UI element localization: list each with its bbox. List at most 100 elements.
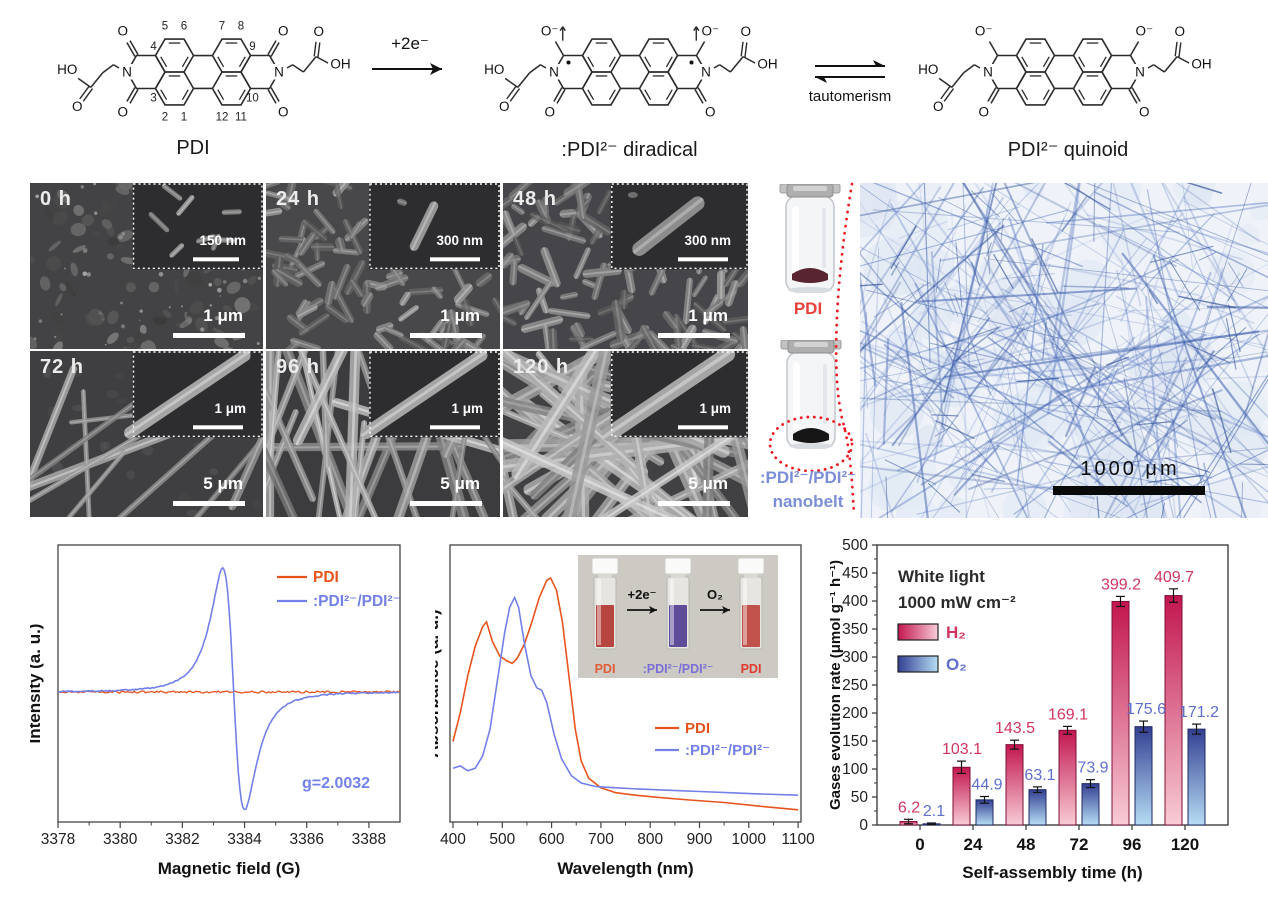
x-tick-label: 3384 [227,831,262,848]
ring-position-number: 12 [216,111,229,123]
inset-arrow-label-1: O₂ [707,587,723,602]
main-scale-bar [173,501,245,506]
sem-inset-scale-label: 1 μm [451,401,483,416]
ring-position-number: 3 [150,92,156,104]
x-tick-label: 3380 [103,831,138,848]
y-tick-label: 450 [842,565,868,582]
structure-caption-pdi: PDI [176,137,210,159]
x-axis-label: Self-assembly time (h) [962,863,1142,882]
ring-position-number: 11 [235,111,247,123]
equilibrium-arrows-icon [815,60,885,83]
x-tick-label: 700 [588,831,614,848]
optical-microscopy-image [860,183,1268,518]
inset-scale-bar [678,425,728,430]
atom-label-oxygen: O⁻ [701,24,719,39]
sem-time-label: 96 h [276,356,321,378]
atom-label-oxygen: O⁻ [975,24,993,39]
value-label-H₂-0: 6.2 [898,799,920,816]
atom-label-oxygen: O⁻ [541,24,559,39]
sem-main-scale-label: 1 μm [203,306,243,325]
y-tick-label: 150 [842,733,868,750]
main-scale-bar [410,501,482,506]
sem-panel-24h: 24 h 300 nm 1 μm [266,183,500,349]
atom-label-oxygen: O [1139,104,1150,119]
sem-main-scale-label: 1 μm [440,306,480,325]
bar-O₂-120 [1187,728,1206,826]
vial-photo-nanobelt [768,340,854,473]
atom-label-hydroxyl: OH [1191,56,1211,71]
uvvis-absorbance-chart: 400 500 600 700 800 900 1000 1100 Wavelength (nm… [423,538,815,903]
atom-label-oxygen: O [705,104,716,119]
atom-label-nitrogen: N [549,65,559,80]
x-tick-label: 400 [440,831,466,848]
x-tick-label: 600 [539,831,565,848]
y-tick-label: 50 [851,789,869,806]
reaction-arrow-icon [372,63,442,75]
atom-label-oxygen: O [499,99,510,114]
value-label-H₂-24: 103.1 [942,741,982,758]
series-pdi2-curve [57,566,399,811]
annotation-intensity: 1000 mW cm⁻² [898,593,1016,612]
sem-panel-120h: 120 h 1 μm 5 μm [503,351,748,517]
ring-position-number: 8 [238,20,244,32]
y-tick-label: 200 [842,705,868,722]
atom-label-nitrogen: N [122,65,132,80]
bar-O₂-96 [1134,726,1153,826]
y-axis-label: Gases evolution rate (μmol g⁻¹ h⁻¹) [830,560,844,810]
atom-label-oxygen: O [278,24,289,39]
sem-time-label: 0 h [40,188,72,210]
value-label-H₂-120: 409.7 [1154,569,1194,586]
main-scale-bar [410,333,482,338]
atom-label-hydroxyl: OH [330,56,350,71]
atom-label-hydroxyl: HO [57,62,77,77]
vial-label-nanobelt-line2: nanobelt [772,492,844,511]
y-axis-label: Intensity (a. u.) [30,624,44,744]
vial-label-pdi: PDI [793,299,823,318]
sem-inset-scale-label: 1 μm [699,401,731,416]
tautomerism-label: tautomerism [808,88,892,105]
ring-position-number: 6 [181,20,187,32]
value-label-H₂-96: 399.2 [1101,576,1141,593]
vial-label-nanobelt-line1: :PDI²⁻/PDI²⁻ [759,468,857,487]
atom-label-oxygen: O [117,104,128,119]
x-tick-label: 24 [964,835,983,854]
atom-label-nitrogen: N [1135,65,1145,80]
bar-H₂-48 [1005,744,1024,826]
y-tick-label: 250 [842,677,868,694]
sem-time-label: 72 h [40,356,85,378]
y-tick-label: 0 [859,817,868,834]
bar-O₂-72 [1081,783,1100,826]
value-label-H₂-72: 169.1 [1048,706,1088,723]
value-label-O₂-72: 73.9 [1077,760,1108,777]
atom-label-oxygen: O [314,24,325,39]
ring-position-number: 4 [150,41,157,53]
sem-inset-scale-label: 1 μm [214,401,246,416]
value-label-O₂-0: 2.1 [923,803,945,820]
x-tick-label: 3382 [165,831,199,848]
sem-main-scale-label: 1 μm [688,306,728,325]
main-scale-bar [658,501,730,506]
y-tick-label: 500 [842,538,868,554]
inset-arrow-label-0: +2e⁻ [628,587,657,602]
legend-label-pdi2: :PDI²⁻/PDI²⁻ [685,742,770,759]
legend-label-O₂: O₂ [946,655,967,674]
legend-label-H₂: H₂ [946,623,966,642]
ring-position-number: 1 [181,111,187,123]
main-scale-bar [658,333,730,338]
x-tick-label: 800 [637,831,663,848]
structure-caption-diradical: :PDI²⁻ diradical [561,139,698,161]
legend-swatch-O₂ [897,655,939,673]
sem-main-scale-label: 5 μm [688,474,728,493]
x-tick-label: 3386 [289,831,323,848]
cuvette-label-0: PDI [595,662,616,676]
sem-main-scale-label: 5 μm [203,474,243,493]
value-label-H₂-48: 143.5 [995,720,1035,737]
series-curve-1 [452,595,799,796]
y-tick-label: 350 [842,621,868,638]
sem-time-label: 48 h [513,188,558,210]
sem-image-72h [30,351,263,517]
sem-inset-scale-label: 150 nm [199,233,246,248]
value-label-O₂-24: 44.9 [971,776,1002,793]
sem-panel-0h: 0 h 150 nm 1 μm [30,183,263,349]
